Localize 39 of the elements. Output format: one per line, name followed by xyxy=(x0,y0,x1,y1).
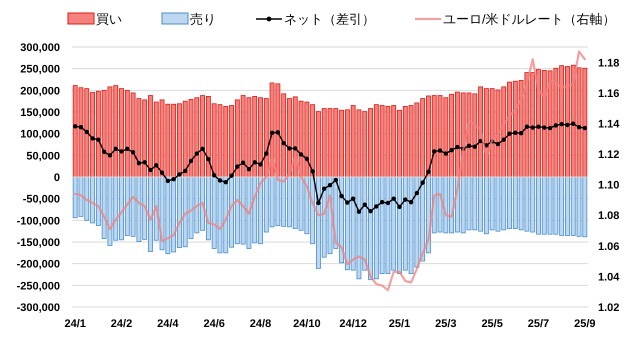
y2-tick-label: 1.14 xyxy=(598,118,620,130)
legend-label: ネット（差引） xyxy=(284,12,375,26)
y-tick-label: -300,000 xyxy=(16,302,60,314)
y-tick-label: -250,000 xyxy=(16,280,60,292)
y-tick-label: 50,000 xyxy=(26,150,60,162)
y2-tick-label: 1.16 xyxy=(598,88,620,100)
y2-tick-label: 1.18 xyxy=(598,57,620,70)
y-tick-label: -100,000 xyxy=(16,215,60,228)
y-tick-label: -50,000 xyxy=(22,194,60,206)
legend-label: 売り xyxy=(190,12,216,26)
x-tick-label: 24/4 xyxy=(157,318,180,330)
y-tick-label: 100,000 xyxy=(20,128,60,141)
y2-tick-label: 1.04 xyxy=(598,271,620,284)
y2-tick-label: 1.12 xyxy=(598,149,620,162)
x-tick-label: 25/5 xyxy=(481,318,503,330)
x-tick-label: 25/3 xyxy=(435,318,457,330)
y-tick-label: 250,000 xyxy=(20,64,60,76)
y-tick-label: 0 xyxy=(54,172,60,184)
x-tick-label: 24/1 xyxy=(64,318,86,330)
x-tick-label: 24/12 xyxy=(339,318,367,330)
x-tick-label: 24/8 xyxy=(250,318,272,330)
y2-tick-label: 1.10 xyxy=(598,180,620,192)
y2-tick-label: 1.08 xyxy=(598,210,620,222)
x-tick-label: 25/1 xyxy=(388,318,410,330)
line-series xyxy=(74,50,586,292)
y2-tick-label: 1.02 xyxy=(598,302,620,314)
x-tick-label: 24/10 xyxy=(293,318,321,330)
y-tick-label: 200,000 xyxy=(20,85,60,98)
y-tick-label: 300,000 xyxy=(20,42,60,54)
x-tick-label: 24/2 xyxy=(110,318,132,330)
y-tick-label: -150,000 xyxy=(16,237,60,249)
x-tick-label: 25/7 xyxy=(528,318,550,330)
y-tick-label: 150,000 xyxy=(20,107,60,119)
legend-label: ユーロ/米ドルレート（右軸） xyxy=(443,12,616,26)
legend-label: 買い xyxy=(96,12,122,26)
x-tick-label: 24/6 xyxy=(203,318,225,330)
y2-tick-label: 1.06 xyxy=(598,240,620,253)
y-tick-label: -200,000 xyxy=(16,258,60,271)
x-tick-label: 25/9 xyxy=(574,318,596,330)
